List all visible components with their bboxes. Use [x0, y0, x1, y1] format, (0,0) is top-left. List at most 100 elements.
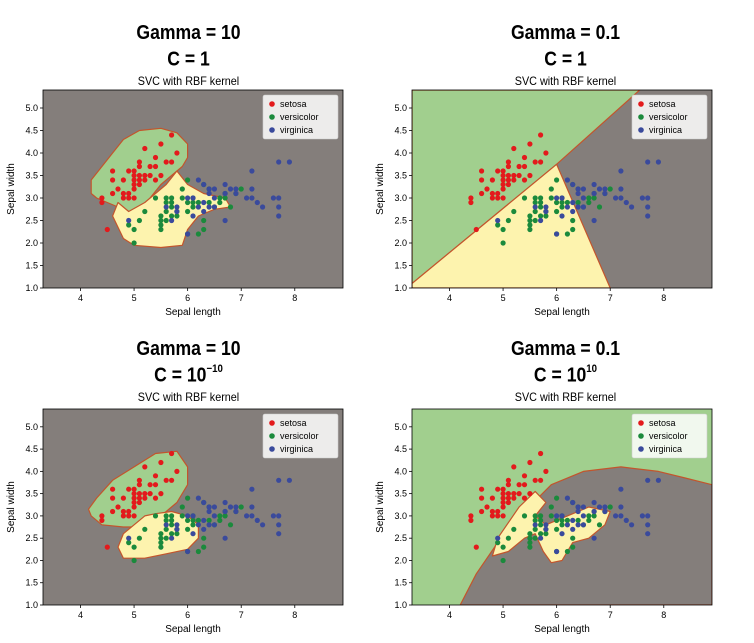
point-virginica — [591, 190, 597, 197]
point-versicolor — [521, 195, 528, 201]
x-axis-label: Sepal length — [534, 307, 590, 318]
point-setosa — [131, 499, 137, 506]
x-axis-label: Sepal length — [534, 624, 590, 635]
panel-subtitle: SVC with RBF kernel — [514, 74, 617, 88]
x-tick-label: 5 — [501, 610, 506, 620]
y-tick-label: 4.5 — [394, 444, 407, 454]
point-setosa — [543, 150, 549, 156]
point-versicolor — [163, 517, 169, 523]
point-setosa — [152, 154, 159, 161]
point-setosa — [169, 450, 175, 457]
point-virginica — [591, 499, 597, 506]
x-tick-label: 7 — [239, 610, 244, 620]
point-versicolor — [158, 217, 164, 224]
point-setosa — [489, 190, 495, 197]
legend-marker-versicolor — [638, 433, 644, 439]
point-setosa — [147, 163, 153, 170]
point-versicolor — [548, 186, 554, 192]
point-setosa — [136, 163, 142, 170]
y-tick-label: 4.0 — [394, 466, 407, 476]
point-setosa — [527, 491, 533, 497]
point-virginica — [618, 186, 624, 192]
point-versicolor — [554, 177, 560, 183]
point-setosa — [131, 513, 137, 519]
c-exponent: −10 — [206, 363, 223, 375]
legend-box — [262, 413, 339, 459]
point-setosa — [136, 495, 142, 501]
y-tick-label: 3.5 — [394, 489, 407, 499]
point-setosa — [538, 477, 544, 483]
point-virginica — [554, 195, 560, 201]
point-versicolor — [538, 213, 544, 219]
legend-marker-versicolor — [269, 433, 275, 439]
point-setosa — [120, 190, 126, 197]
point-setosa — [521, 495, 528, 501]
point-setosa — [120, 508, 126, 515]
point-versicolor — [185, 495, 191, 501]
y-tick-label: 4.0 — [25, 466, 38, 476]
point-virginica — [195, 495, 201, 501]
point-setosa — [505, 163, 511, 170]
y-tick-label: 1.5 — [394, 261, 407, 271]
point-virginica — [276, 522, 282, 528]
point-versicolor — [538, 199, 544, 206]
point-versicolor — [163, 208, 169, 215]
legend-label-virginica: virginica — [649, 125, 682, 135]
point-virginica — [613, 195, 619, 201]
point-versicolor — [527, 217, 533, 224]
point-setosa — [489, 195, 495, 201]
panel-subtitle: SVC with RBF kernel — [137, 74, 240, 88]
x-tick-label: 8 — [292, 293, 297, 303]
point-setosa — [538, 132, 544, 138]
point-setosa — [532, 477, 538, 483]
point-versicolor — [238, 504, 244, 510]
point-setosa — [131, 495, 137, 501]
point-versicolor — [169, 195, 175, 201]
point-versicolor — [179, 504, 185, 510]
point-virginica — [169, 535, 175, 541]
point-versicolor — [227, 522, 234, 528]
point-virginica — [185, 513, 191, 519]
point-virginica — [201, 526, 207, 532]
point-versicolor — [500, 544, 506, 550]
x-tick-label: 4 — [78, 610, 83, 620]
point-versicolor — [201, 226, 207, 233]
point-setosa — [527, 141, 533, 147]
point-versicolor — [163, 217, 169, 224]
point-versicolor — [185, 526, 191, 532]
point-setosa — [538, 159, 544, 165]
point-virginica — [286, 159, 292, 165]
point-versicolor — [607, 186, 613, 192]
legend-label-virginica: virginica — [649, 444, 682, 454]
panel-subtitle: SVC with RBF kernel — [514, 390, 617, 404]
point-setosa — [527, 172, 533, 179]
c-text: C = 1 — [544, 48, 587, 71]
point-virginica — [206, 190, 212, 197]
point-virginica — [206, 186, 212, 192]
point-virginica — [233, 190, 239, 197]
point-versicolor — [217, 513, 223, 519]
point-versicolor — [158, 213, 164, 219]
point-setosa — [163, 159, 169, 165]
point-setosa — [543, 468, 549, 474]
y-tick-label: 5.0 — [25, 103, 38, 113]
point-virginica — [276, 204, 282, 210]
point-versicolor — [179, 513, 185, 519]
point-versicolor — [190, 522, 196, 528]
point-setosa — [99, 513, 105, 519]
point-virginica — [645, 531, 651, 537]
plot-frame — [42, 408, 344, 606]
legend-marker-setosa — [269, 420, 275, 426]
point-setosa — [131, 491, 137, 497]
point-setosa — [142, 495, 148, 501]
point-versicolor — [500, 557, 506, 564]
point-virginica — [645, 195, 651, 201]
point-versicolor — [538, 517, 544, 523]
y-tick-label: 1.5 — [25, 578, 38, 588]
point-virginica — [613, 513, 619, 519]
point-versicolor — [538, 522, 544, 528]
point-virginica — [185, 195, 191, 201]
point-setosa — [468, 513, 474, 519]
point-versicolor — [238, 186, 244, 192]
point-virginica — [276, 195, 282, 201]
